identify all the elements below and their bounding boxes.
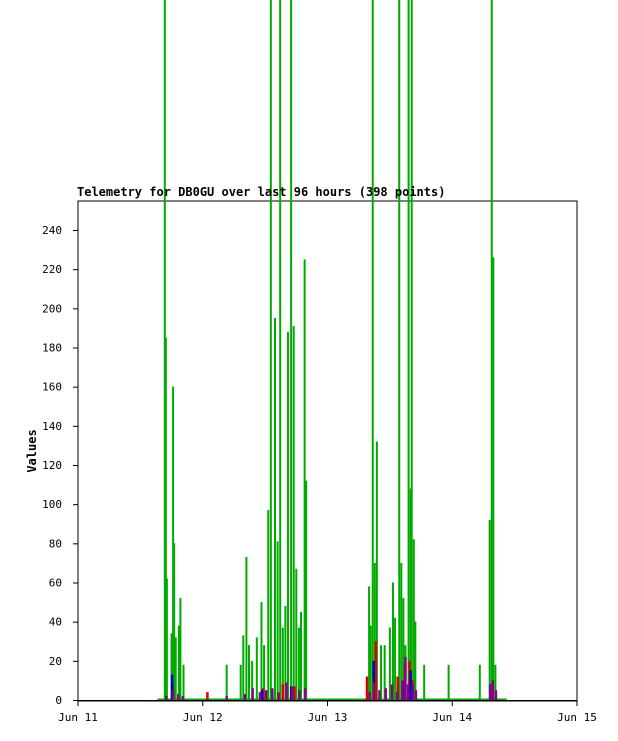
series-0 bbox=[163, 0, 497, 700]
y-tick-label: 0 bbox=[55, 694, 62, 707]
x-tick-label: Jun 12 bbox=[183, 711, 223, 724]
x-axis: Jun 11 Jun 12 Jun 13 Jun 14 Jun 15 bbox=[58, 700, 597, 724]
y-tick-label: 160 bbox=[42, 381, 62, 394]
series-2 bbox=[170, 660, 493, 700]
chart-title: Telemetry for DB0GU over last 96 hours (… bbox=[77, 185, 445, 199]
y-tick-label: 220 bbox=[42, 263, 62, 276]
y-axis: 0 20 40 60 80 100 120 140 160 180 200 220 240 bbox=[42, 224, 78, 707]
x-tick-label: Jun 11 bbox=[58, 711, 98, 724]
x-tick-label: Jun 13 bbox=[308, 711, 348, 724]
y-tick-label: 100 bbox=[42, 498, 62, 511]
y-tick-label: 180 bbox=[42, 342, 62, 355]
plot-frame bbox=[77, 200, 578, 702]
series-layer bbox=[157, 0, 507, 701]
x-tick-label: Jun 14 bbox=[432, 711, 472, 724]
y-tick-label: 60 bbox=[49, 577, 62, 590]
y-tick-label: 200 bbox=[42, 302, 62, 315]
series-3 bbox=[165, 656, 498, 700]
y-tick-label: 120 bbox=[42, 459, 62, 472]
y-tick-label: 20 bbox=[49, 655, 62, 668]
series-1 bbox=[171, 641, 494, 700]
plot-area bbox=[77, 0, 578, 702]
y-axis-label: Values bbox=[25, 429, 39, 472]
y-tick-label: 40 bbox=[49, 616, 62, 629]
y-tick-label: 140 bbox=[42, 420, 62, 433]
x-tick-label: Jun 15 bbox=[557, 711, 597, 724]
y-tick-label: 80 bbox=[49, 537, 62, 550]
y-tick-label: 240 bbox=[42, 224, 62, 237]
